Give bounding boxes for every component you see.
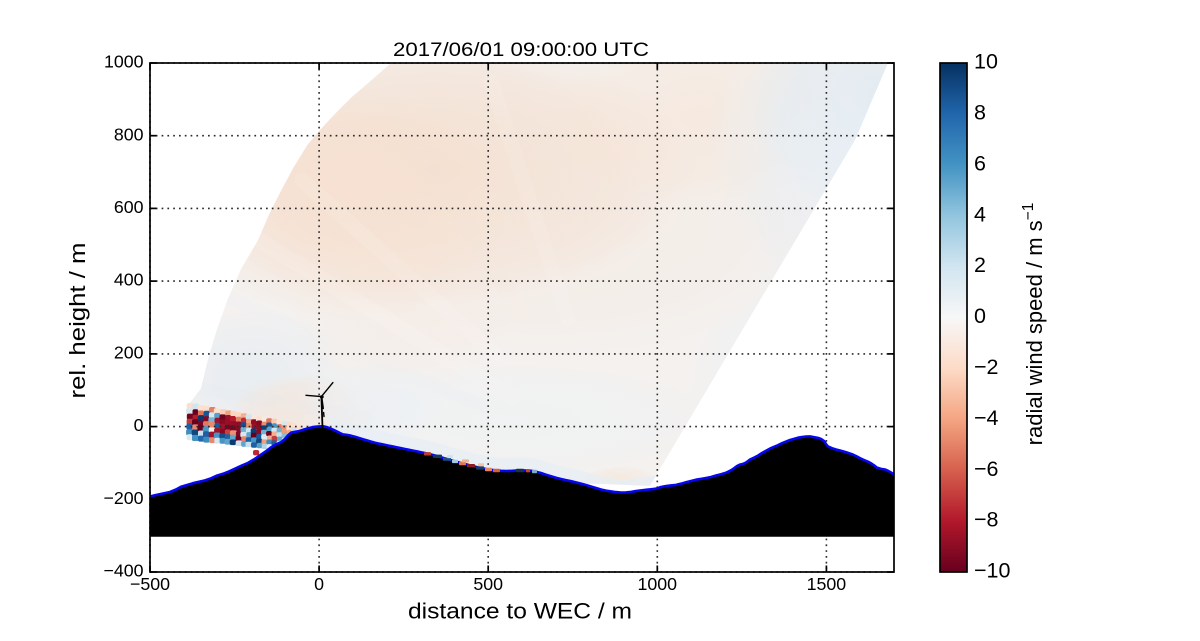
svg-text:−4: −4 <box>974 406 999 430</box>
svg-text:radial wind speed / m s−1: radial wind speed / m s−1 <box>1020 203 1047 446</box>
svg-text:0: 0 <box>314 574 324 594</box>
svg-text:1500: 1500 <box>807 574 847 594</box>
svg-text:10: 10 <box>974 50 998 74</box>
svg-text:500: 500 <box>473 574 503 594</box>
svg-text:0: 0 <box>974 304 986 328</box>
svg-text:200: 200 <box>114 343 144 363</box>
svg-text:4: 4 <box>974 202 986 226</box>
svg-text:−2: −2 <box>974 355 999 379</box>
svg-text:distance to WEC / m: distance to WEC / m <box>408 599 632 624</box>
svg-text:−400: −400 <box>103 561 143 581</box>
svg-text:600: 600 <box>114 197 144 217</box>
svg-text:800: 800 <box>114 124 144 144</box>
svg-text:400: 400 <box>114 270 144 290</box>
svg-text:1000: 1000 <box>638 574 678 594</box>
svg-text:2017/06/01 09:00:00 UTC: 2017/06/01 09:00:00 UTC <box>393 39 649 61</box>
svg-text:−500: −500 <box>130 574 170 594</box>
svg-text:1000: 1000 <box>104 52 144 72</box>
svg-text:−6: −6 <box>974 457 999 481</box>
svg-text:rel. height / m: rel. height / m <box>65 243 90 399</box>
svg-text:0: 0 <box>134 415 144 435</box>
svg-text:8: 8 <box>974 101 986 125</box>
svg-text:2: 2 <box>974 253 986 277</box>
svg-text:6: 6 <box>974 151 986 175</box>
svg-text:−10: −10 <box>974 559 1011 583</box>
svg-text:−8: −8 <box>974 508 999 532</box>
svg-text:−200: −200 <box>103 488 143 508</box>
